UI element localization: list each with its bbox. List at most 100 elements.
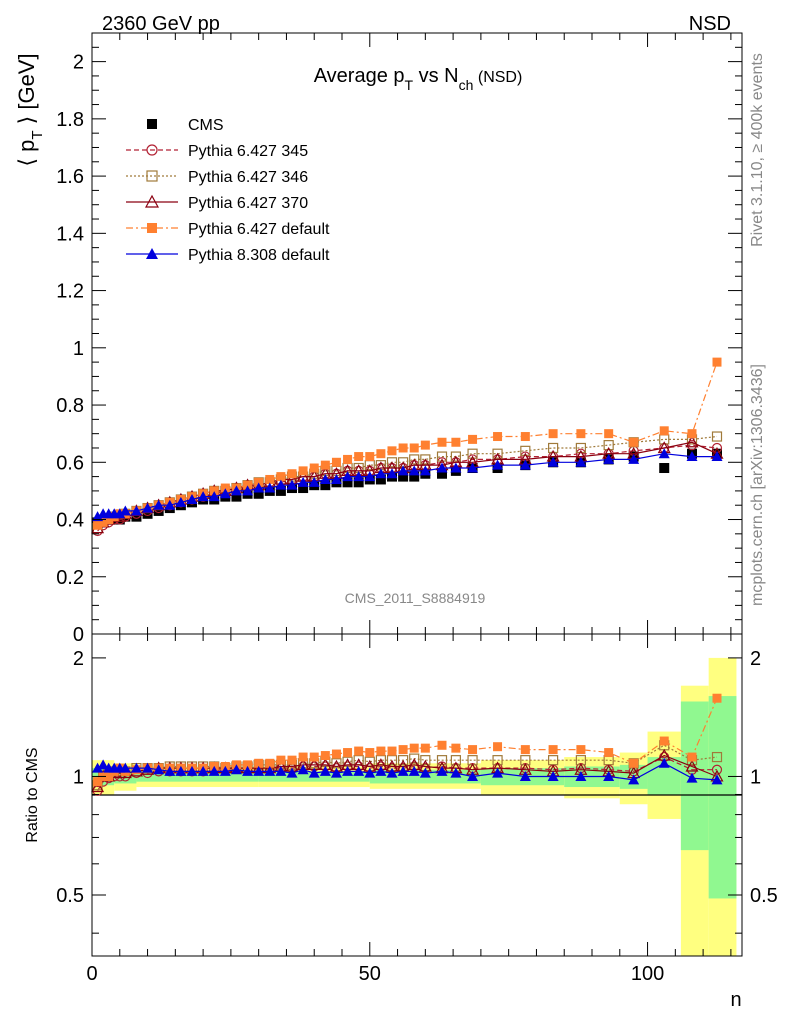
data-point (436, 462, 448, 473)
ratio-point (365, 748, 375, 758)
data-point (603, 453, 615, 464)
ratio-point (375, 765, 387, 776)
data-point (467, 462, 479, 473)
data-point (685, 435, 699, 448)
data-point (130, 505, 142, 516)
data-point (265, 474, 275, 484)
ratio-point (309, 752, 319, 762)
data-point (230, 485, 242, 496)
ratio-point (451, 743, 461, 753)
data-point (712, 357, 722, 367)
legend-marker (146, 144, 158, 156)
legend-label: Pythia 6.427 default (188, 221, 330, 238)
legend-marker (146, 248, 158, 259)
ratio-frame (91, 633, 743, 957)
data-point (92, 511, 104, 522)
data-point (131, 511, 142, 522)
data-point (319, 473, 331, 484)
data-point (628, 453, 640, 464)
ratio-point (142, 762, 154, 773)
data-point (409, 443, 419, 453)
main-series-pythia-8-308-default (92, 448, 723, 522)
ratio-y-tick-label-right: 1 (750, 766, 761, 788)
ratio-point (658, 757, 670, 768)
data-point (420, 440, 430, 450)
data-point (114, 508, 126, 519)
data-point (437, 468, 447, 479)
main-y-tick-label: 2 (73, 52, 84, 74)
ratio-point (659, 736, 669, 746)
ratio-point (467, 770, 479, 781)
data-point (153, 499, 165, 510)
main-plot: 00.20.40.60.811.21.41.61.82 Average pT v… (14, 32, 743, 646)
data-point (186, 493, 198, 504)
data-point (98, 517, 108, 527)
ratio-point (91, 780, 105, 793)
data-point (297, 476, 309, 487)
ratio-point (265, 758, 275, 768)
ratio-point (93, 777, 103, 787)
ratio-point (687, 752, 697, 762)
ratio-point (493, 742, 503, 752)
main-y-tick-label: 1.4 (56, 223, 84, 245)
ratio-point (308, 767, 320, 778)
data-point (331, 457, 341, 467)
data-point (437, 437, 447, 447)
data-point (686, 451, 698, 462)
ratio-point (186, 765, 198, 776)
data-point (520, 432, 530, 442)
data-point (436, 451, 448, 462)
ratio-point (492, 755, 503, 766)
data-point (409, 471, 420, 482)
ratio-point (243, 760, 253, 770)
ratio-point (286, 767, 298, 778)
legend: CMS Pythia 6.427 345 Pythia 6.427 346 Pythi… (126, 117, 330, 264)
ratio-point (711, 764, 723, 775)
data-point (450, 462, 462, 473)
data-point (375, 474, 386, 485)
data-point (576, 429, 586, 439)
ratio-point (575, 770, 587, 781)
ratio-point (331, 749, 341, 759)
ratio-point (519, 770, 531, 781)
ratio-point (254, 758, 264, 768)
main-y-tick-label: 1 (73, 338, 84, 360)
data-point (364, 471, 376, 482)
data-point (493, 432, 503, 442)
main-y-tick-label: 1.6 (56, 166, 84, 188)
data-point (142, 502, 154, 513)
data-point (575, 456, 587, 467)
legend-label: Pythia 6.427 345 (188, 143, 308, 160)
header-right: NSD (689, 13, 731, 35)
data-point (659, 426, 669, 436)
legend-marker (144, 194, 160, 208)
data-point (408, 465, 420, 476)
ratio-point (548, 745, 558, 755)
ratio-plot: 0.5 0.5 1 1 2 2 Ratio to CMS (24, 633, 778, 957)
ratio-point (319, 765, 331, 776)
data-point (219, 488, 231, 499)
data-point (548, 442, 559, 454)
ratio-point (408, 765, 420, 776)
x-axis-ticks: 0 50 100 (86, 33, 732, 985)
ratio-point (409, 743, 419, 753)
legend-marker (147, 223, 157, 233)
legend-label: Pythia 6.427 370 (188, 195, 308, 212)
ratio-point (436, 755, 448, 766)
data-point (276, 472, 286, 482)
legend-label: Pythia 8.308 default (188, 247, 330, 264)
ratio-point (104, 771, 114, 781)
ratio-point (629, 758, 639, 768)
analysis-id: CMS_2011_S8884919 (345, 590, 486, 606)
data-point (386, 457, 398, 468)
x-tick-label: 100 (631, 963, 664, 985)
data-point (342, 477, 353, 488)
uncertainty-band-stat (708, 696, 737, 899)
data-point (386, 468, 398, 479)
data-point (164, 499, 176, 510)
data-point (575, 442, 586, 454)
ratio-point (547, 770, 559, 781)
main-ticks: 0 0.2 0.4 0.6 0.8 1 1.2 1.4 1.6 1.8 2 (56, 46, 742, 646)
data-point (711, 451, 723, 462)
